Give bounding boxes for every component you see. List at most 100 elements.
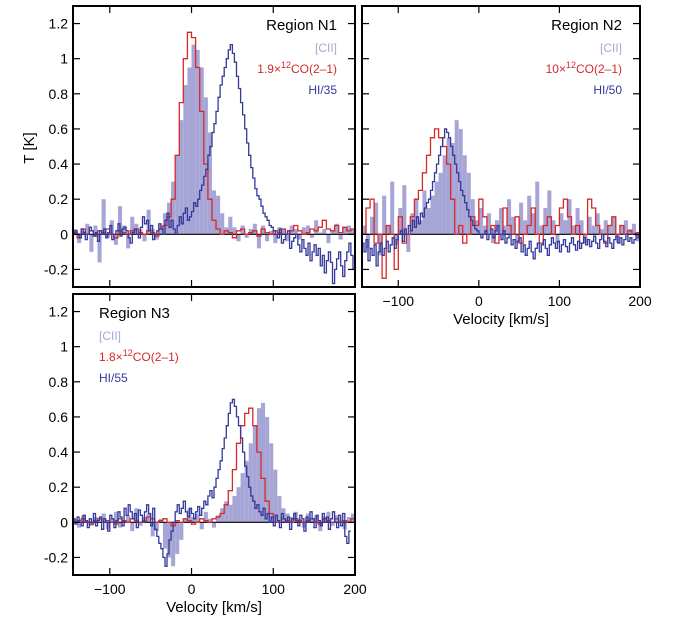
cii-bar — [89, 234, 94, 252]
cii-bar — [611, 216, 616, 235]
co-spectrum-line — [73, 31, 355, 239]
cii-bar — [547, 190, 552, 235]
cii-bar — [191, 517, 196, 523]
cii-bar — [314, 220, 319, 235]
cii-bar — [113, 511, 118, 523]
y-tick-label: 0 — [60, 226, 68, 242]
cii-bar — [171, 181, 176, 235]
cii-bar — [595, 213, 600, 235]
cii-bar — [277, 495, 282, 523]
cii-bar — [179, 120, 184, 235]
cii-bar — [248, 229, 253, 235]
cii-bar — [607, 225, 612, 235]
cii-bar — [346, 517, 351, 523]
cii-bar — [158, 225, 163, 235]
cii-bar — [101, 513, 106, 523]
panel-title: Region N2 — [551, 17, 622, 34]
cii-bar — [362, 225, 367, 235]
cii-bar — [374, 202, 379, 235]
cii-bar — [236, 487, 241, 523]
legend-entry-hi: HI/50 — [593, 83, 622, 97]
cii-bar — [330, 230, 335, 235]
cii-bar — [203, 97, 208, 235]
cii-bar — [199, 522, 204, 530]
cii-bar — [390, 181, 395, 235]
cii-bar — [555, 234, 560, 244]
cii-bar — [248, 443, 253, 523]
cii-bar — [154, 234, 159, 240]
legend-entry-co: 1.8×12CO(2–1) — [99, 348, 179, 364]
y-tick-label: 0.2 — [49, 479, 69, 495]
cii-bar — [310, 234, 315, 238]
co-spectrum-line — [73, 407, 355, 527]
cii-bar — [150, 522, 155, 537]
cii-bar — [256, 408, 261, 523]
cii-bar — [240, 225, 245, 235]
cii-bar — [398, 207, 403, 235]
cii-bar — [350, 229, 355, 235]
cii-bar — [126, 234, 131, 249]
cii-bar — [207, 518, 212, 523]
cii-bar — [350, 513, 355, 523]
y-tick-label: 0.8 — [49, 374, 69, 390]
cii-bar — [261, 225, 266, 235]
cii-bar — [474, 220, 479, 235]
cii-bar — [386, 225, 391, 235]
cii-bar — [122, 225, 127, 235]
cii-bar — [216, 515, 221, 523]
cii-bar — [85, 223, 90, 235]
cii-bar — [203, 511, 208, 523]
cii-bar — [207, 132, 212, 235]
cii-bar — [454, 120, 459, 235]
cii-bar — [162, 522, 167, 549]
cii-bar — [77, 522, 82, 528]
cii-bar — [587, 216, 592, 235]
cii-bar — [539, 225, 544, 235]
y-tick-label: 0.8 — [49, 86, 69, 102]
cii-bar — [187, 67, 192, 235]
cii-bar — [426, 207, 431, 235]
legend-entry-co: 10×12CO(2–1) — [546, 60, 622, 76]
cii-bar — [326, 234, 331, 244]
y-axis-label: T [K] — [21, 132, 38, 163]
cii-bar — [285, 234, 290, 242]
cii-bar — [498, 207, 504, 235]
cii-bar — [289, 225, 294, 235]
cii-bar — [310, 518, 315, 523]
cii-bar — [183, 85, 188, 235]
y-tick-label: 0.6 — [49, 409, 69, 425]
x-tick-label: −100 — [94, 581, 126, 597]
cii-bar — [142, 234, 147, 242]
cii-bar — [446, 137, 451, 235]
x-axis-label: Velocity [km/s] — [453, 311, 549, 328]
cii-bar — [418, 220, 423, 235]
y-tick-label: 1.2 — [49, 16, 69, 32]
cii-bar — [228, 504, 233, 523]
cii-bar — [154, 522, 159, 532]
cii-bar — [527, 195, 532, 235]
plot-area — [73, 398, 355, 567]
cii-bar — [130, 522, 135, 532]
cii-bar — [318, 232, 323, 235]
cii-bar — [175, 155, 180, 235]
y-tick-label: 1 — [60, 339, 68, 355]
x-tick-label: 100 — [262, 581, 286, 597]
cii-bar — [113, 234, 118, 245]
cii-bar — [138, 522, 143, 526]
cii-bar — [191, 44, 196, 235]
cii-bar — [559, 213, 564, 235]
cii-bar — [261, 402, 266, 523]
cii-bar — [511, 216, 516, 235]
cii-bar — [232, 495, 237, 523]
cii-bar — [486, 213, 491, 235]
cii-bar — [252, 425, 257, 523]
cii-bar — [575, 207, 580, 235]
cii-bar — [130, 216, 135, 235]
cii-bar — [438, 172, 443, 235]
cii-bar — [183, 518, 188, 523]
cii-bar — [599, 229, 604, 235]
x-tick-label: 200 — [343, 581, 367, 597]
cii-bar — [117, 522, 123, 528]
axes-frame — [361, 5, 641, 288]
cii-bar — [97, 234, 102, 263]
